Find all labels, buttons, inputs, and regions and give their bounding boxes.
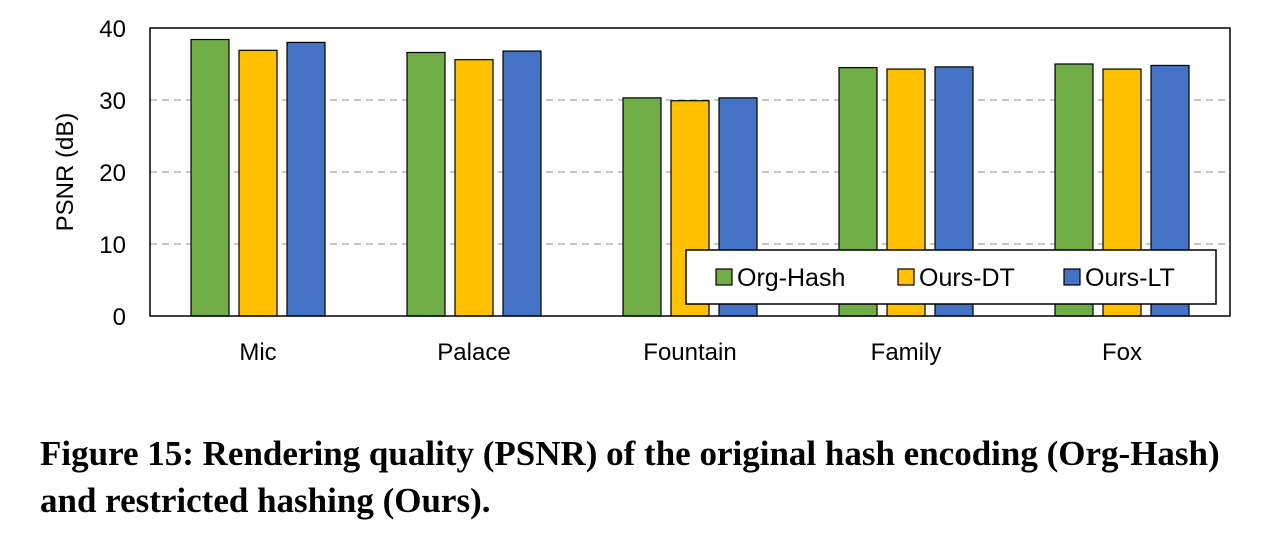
y-tick-label: 0 <box>113 304 126 331</box>
bar-org-hash-mic <box>190 38 230 317</box>
legend: Org-Hash Ours-DT Ours-LT <box>685 249 1217 305</box>
legend-swatch <box>897 268 915 286</box>
legend-label: Org-Hash <box>737 264 845 292</box>
legend-label: Ours-DT <box>919 264 1015 292</box>
bar-ours-lt-mic <box>286 41 326 317</box>
legend-frame <box>685 249 1217 305</box>
y-tick-label: 20 <box>99 160 126 187</box>
y-tick-label: 30 <box>99 88 126 115</box>
legend-swatch <box>715 268 733 286</box>
y-tick-labels: 0 10 20 30 40 <box>99 16 126 331</box>
bar-ours-lt-palace <box>502 50 542 317</box>
x-tick-label: Family <box>871 339 942 366</box>
y-tick-label: 10 <box>99 232 126 259</box>
legend-swatch <box>1063 268 1081 286</box>
y-tick-label: 40 <box>99 16 126 43</box>
plot-frame <box>149 27 1231 317</box>
legend-label: Ours-LT <box>1085 264 1175 292</box>
bar-org-hash-fountain <box>622 97 662 317</box>
bar-ours-dt-mic <box>238 49 278 317</box>
x-tick-label: Palace <box>437 339 510 366</box>
y-axis-label: PSNR (dB) <box>52 113 79 232</box>
figure-caption: Figure 15: Rendering quality (PSNR) of t… <box>40 434 1220 520</box>
x-tick-label: Mic <box>239 339 276 366</box>
bar-org-hash-palace <box>406 51 446 317</box>
bar-ours-dt-palace <box>454 59 494 317</box>
bar-chart: 0 10 20 30 40 Mic Palace Fountain Family Fox PSN… <box>52 16 1231 366</box>
x-tick-label: Fountain <box>643 339 736 366</box>
x-tick-labels: Mic Palace Fountain Family Fox <box>239 339 1142 366</box>
x-tick-label: Fox <box>1102 339 1142 366</box>
